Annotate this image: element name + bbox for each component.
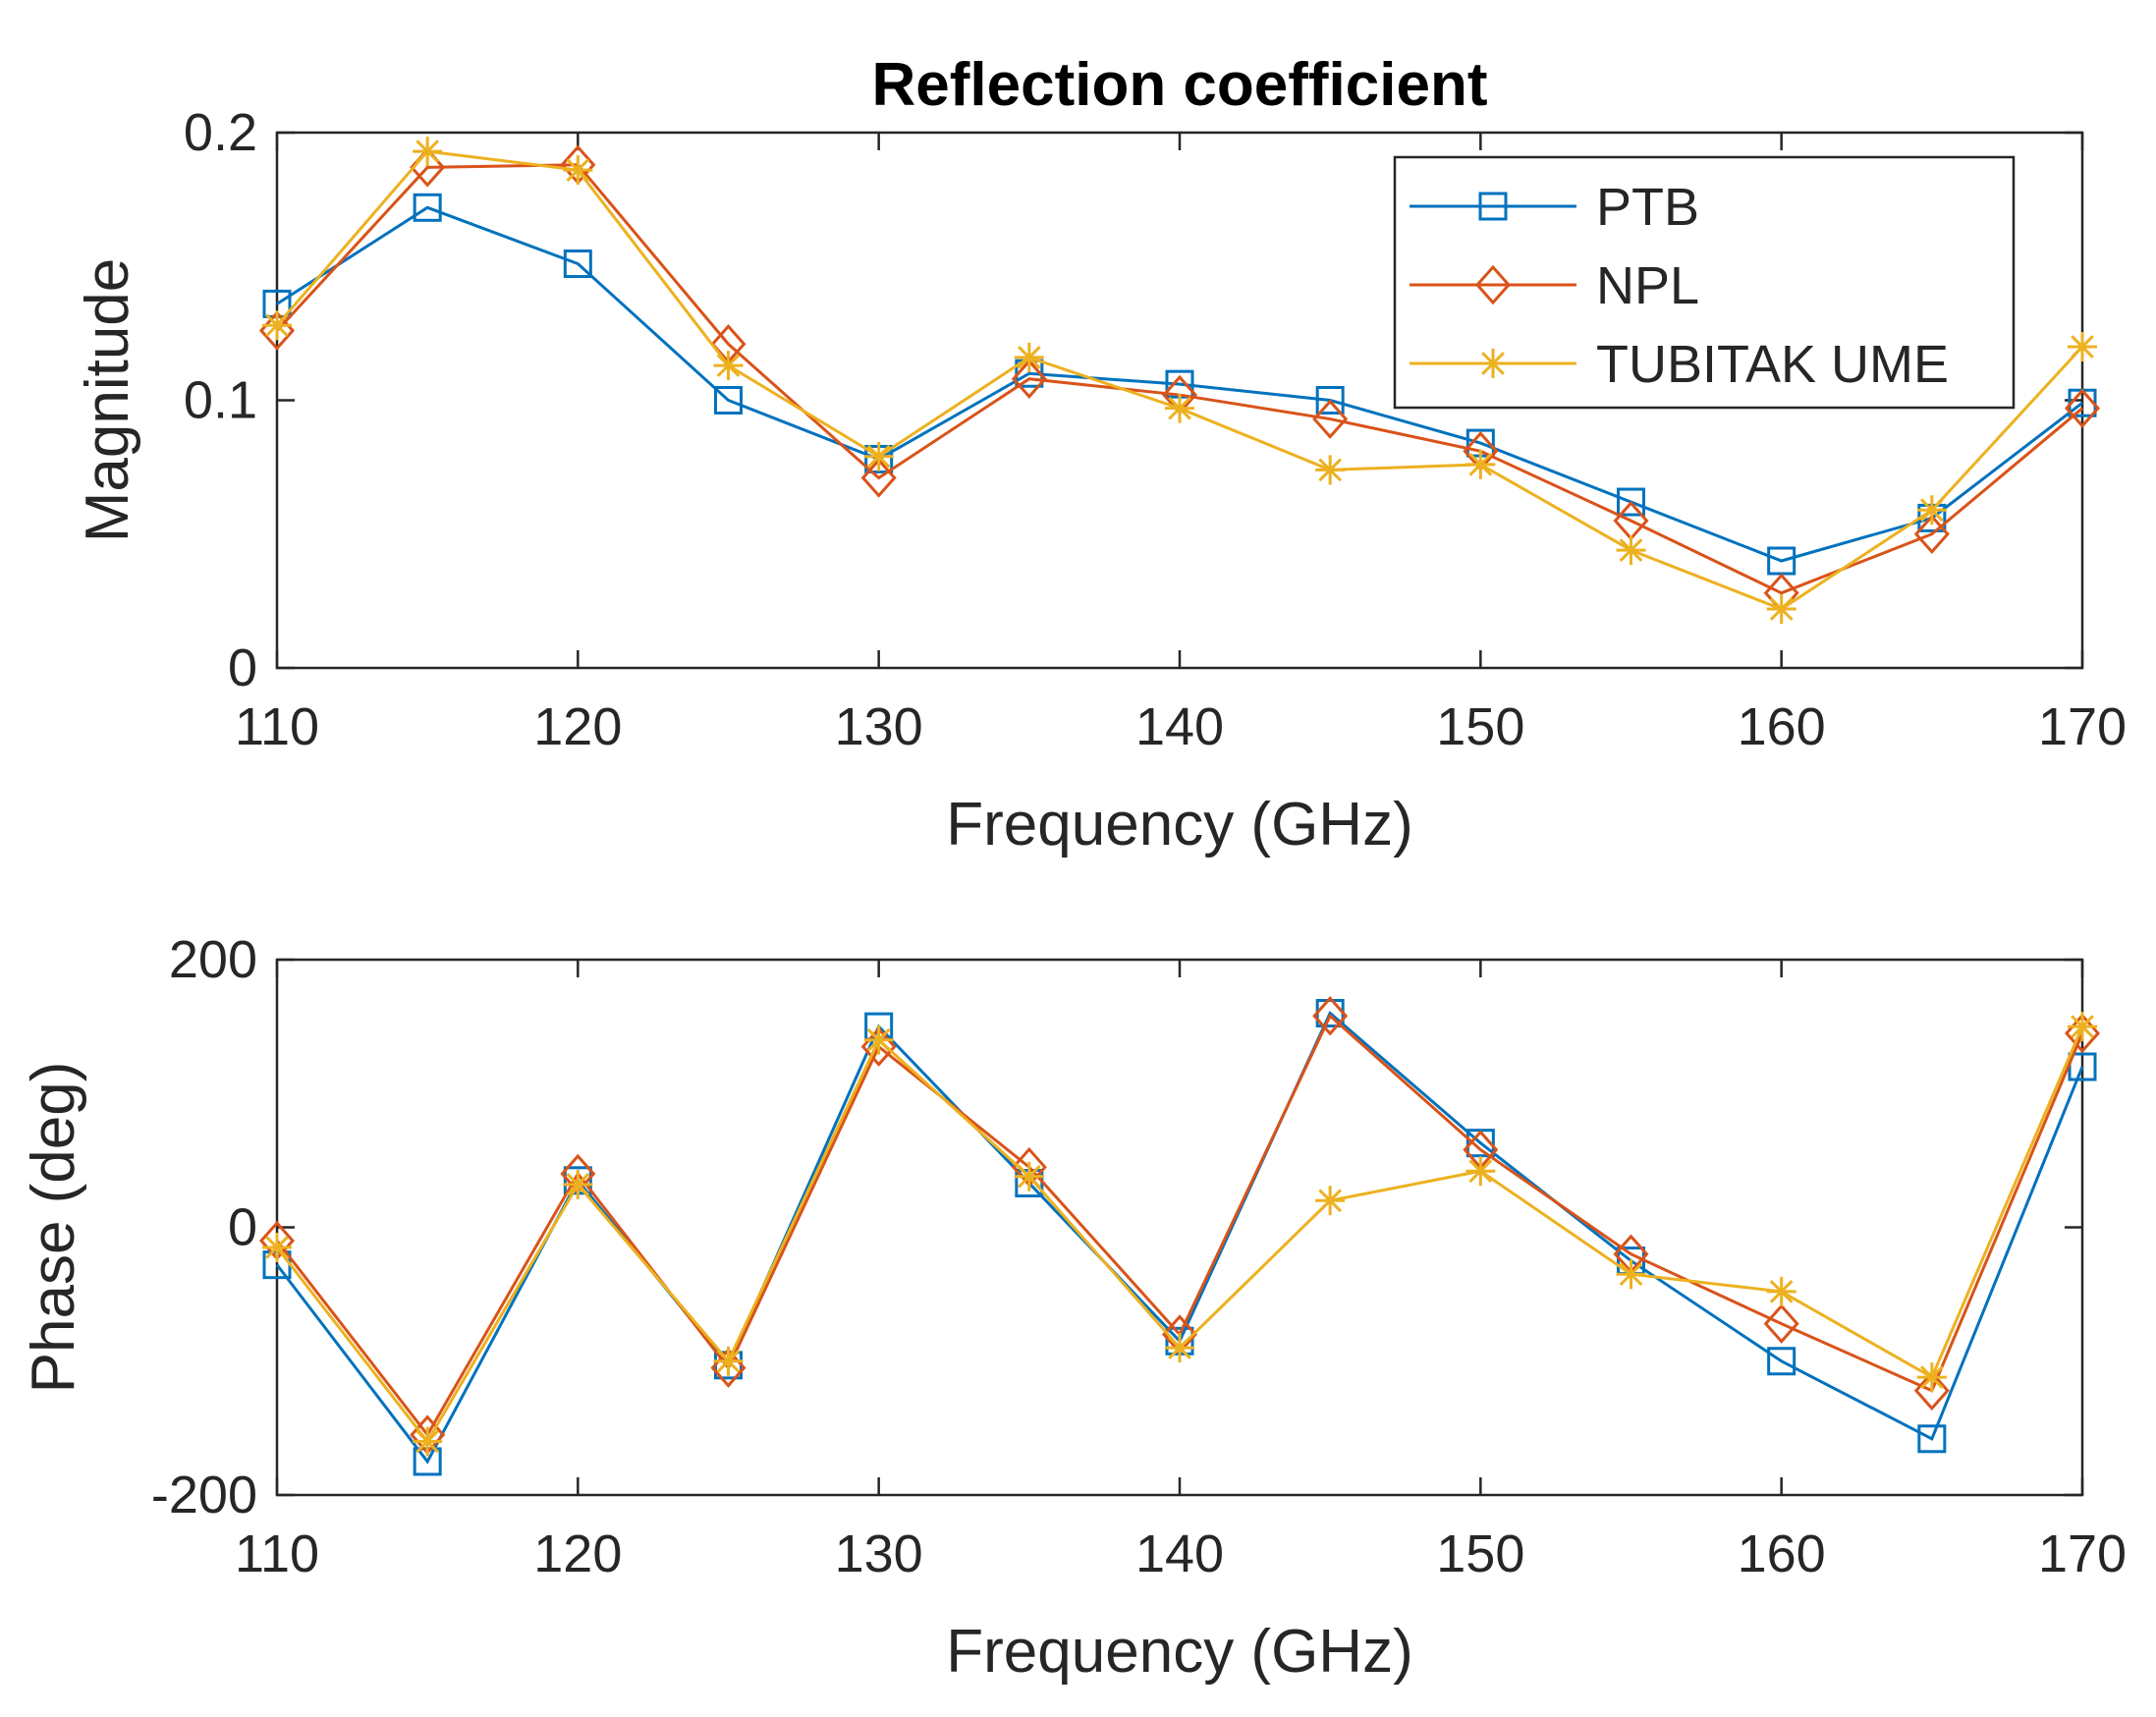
- phase-x-tick-label: 140: [1135, 1524, 1224, 1583]
- phase-data-point: [2068, 1012, 2097, 1042]
- legend: PTB NPL TUBITAK UME: [1393, 155, 2016, 410]
- magnitude-x-tick-label: 110: [235, 697, 319, 756]
- legend-label: NPL: [1596, 256, 1699, 315]
- phase-data-point: [1767, 1347, 1797, 1376]
- phase-x-axis-label: Frequency (GHz): [946, 1618, 1412, 1686]
- magnitude-data-point: [1315, 386, 1345, 415]
- phase-y-tick-label: 200: [169, 930, 257, 989]
- magnitude-data-point: [1312, 399, 1349, 439]
- phase-axes-box: [275, 958, 2084, 1497]
- magnitude-data-point: [860, 458, 897, 498]
- phase-data-point: [1916, 1362, 1947, 1393]
- phase-x-tick-label: 120: [533, 1524, 622, 1583]
- phase-data-point: [1312, 995, 1349, 1036]
- chart-title: Reflection coefficient: [872, 51, 1488, 119]
- phase-data-point: [713, 1346, 744, 1376]
- phase-data-point: [1165, 1333, 1194, 1363]
- magnitude-data-point: [563, 155, 593, 186]
- phase-data-point: [1913, 1370, 1950, 1411]
- magnitude-data-point: [1617, 487, 1645, 517]
- magnitude-data-point: [1465, 449, 1496, 479]
- magnitude-panel: 110 120 130 140 150 160 170 0 0.1 0.2 Frequency (G…: [74, 51, 2127, 858]
- phase-data-point: [863, 1025, 894, 1055]
- phase-data-point: [1763, 1303, 1799, 1344]
- magnitude-x-tick-label: 160: [1738, 697, 1826, 756]
- phase-x-tick-label: 130: [835, 1524, 923, 1583]
- legend-marker: [1474, 264, 1512, 305]
- phase-data-point: [1917, 1424, 1947, 1454]
- magnitude-x-tick-label: 130: [835, 697, 923, 756]
- magnitude-data-point: [713, 351, 744, 381]
- phase-data-point: [1014, 1161, 1044, 1191]
- phase-panel: 110 120 130 140 150 160 170 -200 0 200 Frequency (…: [20, 930, 2127, 1686]
- magnitude-series-tubitak-ume: [262, 137, 2097, 625]
- magnitude-data-point: [1916, 495, 1947, 526]
- phase-data-point: [262, 1232, 292, 1262]
- phase-data-point: [1766, 1276, 1797, 1306]
- magnitude-x-axis-label: Frequency (GHz): [946, 791, 1412, 858]
- phase-x-tick-label: 150: [1436, 1524, 1524, 1583]
- magnitude-data-point: [1616, 535, 1646, 566]
- phase-y-tick-label: -200: [151, 1466, 257, 1524]
- magnitude-data-point: [262, 310, 292, 341]
- legend-label: TUBITAK UME: [1596, 335, 1949, 394]
- magnitude-data-point: [1913, 514, 1950, 555]
- phase-data-point: [1465, 1156, 1496, 1187]
- phase-x-tick-label: 110: [235, 1524, 319, 1583]
- magnitude-series-line: [276, 205, 2083, 563]
- magnitude-data-point: [1315, 455, 1346, 485]
- legend-label: PTB: [1596, 178, 1699, 237]
- magnitude-y-tick-label: 0.1: [184, 371, 257, 430]
- magnitude-y-tick-label: 0.2: [184, 103, 257, 162]
- magnitude-data-point: [2064, 388, 2101, 428]
- phase-data-point: [1315, 1186, 1346, 1216]
- phase-y-axis-label: Phase (deg): [20, 1062, 87, 1394]
- magnitude-data-point: [413, 137, 443, 167]
- phase-x-tick-label: 170: [2038, 1524, 2127, 1583]
- magnitude-data-point: [714, 386, 743, 415]
- legend-marker: [1478, 192, 1508, 221]
- magnitude-y-tick-label: 0: [228, 638, 257, 697]
- magnitude-data-point: [1011, 359, 1047, 399]
- magnitude-data-point: [1014, 342, 1044, 372]
- magnitude-x-tick-label: 140: [1135, 697, 1224, 756]
- phase-data-point: [563, 1169, 593, 1199]
- magnitude-data-point: [1766, 594, 1797, 625]
- magnitude-data-point: [563, 249, 592, 279]
- magnitude-x-tick-label: 150: [1436, 697, 1524, 756]
- phase-y-tick-label: 0: [228, 1198, 257, 1257]
- magnitude-data-point: [1165, 393, 1194, 423]
- magnitude-data-point: [2068, 332, 2097, 361]
- phase-data-point: [1616, 1259, 1646, 1290]
- magnitude-data-point: [863, 441, 894, 471]
- magnitude-x-tick-label: 170: [2038, 697, 2127, 756]
- magnitude-y-axis-label: Magnitude: [74, 258, 141, 543]
- legend-marker: [1478, 349, 1508, 378]
- phase-series-tubitak-ume: [262, 1012, 2097, 1457]
- phase-data-point: [413, 1426, 443, 1457]
- magnitude-data-point: [413, 193, 442, 222]
- magnitude-x-tick-label: 120: [533, 697, 622, 756]
- phase-x-tick-label: 160: [1738, 1524, 1826, 1583]
- legend-box: [1393, 155, 2016, 410]
